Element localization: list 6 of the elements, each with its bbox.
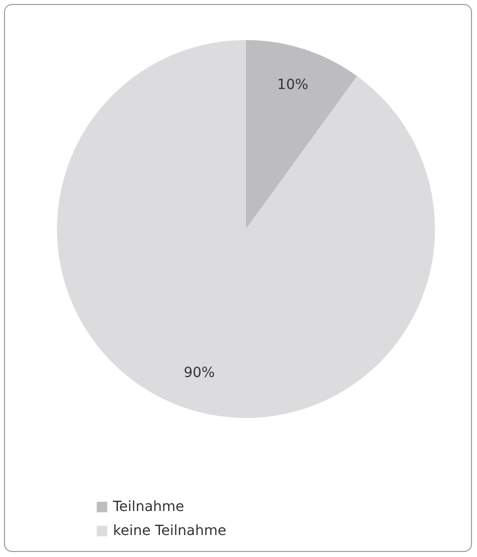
data-label: 90% [184,364,215,381]
data-label: 10% [277,77,308,94]
legend-label: Teilnahme [112,499,184,515]
pie-slice [246,40,358,229]
legend-label: keine Teilnahme [113,523,226,539]
pie-slice [57,40,435,418]
